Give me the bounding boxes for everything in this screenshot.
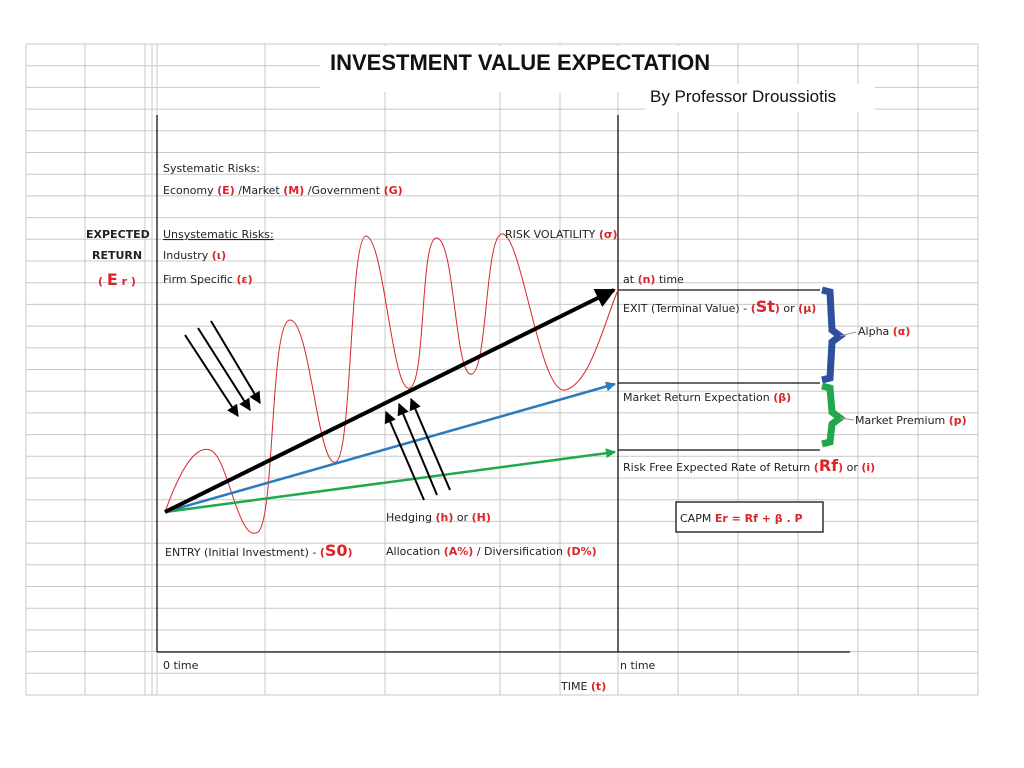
- n-time: n time: [620, 659, 656, 672]
- label-part: RETURN: [92, 249, 142, 262]
- hedging: Hedging (h) or (H): [386, 511, 491, 524]
- label-part: (h): [436, 511, 454, 524]
- at-n: at (n) time: [623, 273, 684, 286]
- label-part: /Market: [235, 184, 284, 197]
- time: TIME (t): [560, 680, 606, 693]
- hedging-arrows: [384, 397, 451, 501]
- label-part: RISK VOLATILITY: [505, 228, 599, 241]
- label-part: E: [107, 270, 118, 289]
- label-part: (H): [472, 511, 491, 524]
- label-part: / Diversification: [473, 545, 566, 558]
- label-part: (α): [893, 325, 911, 338]
- er: ( E r ): [98, 270, 136, 289]
- label-part: 0 time: [163, 659, 199, 672]
- label-part: (D%): [566, 545, 596, 558]
- label-part: or: [780, 302, 798, 315]
- industry: Industry (ι): [163, 249, 226, 262]
- label-part: CAPM: [680, 512, 715, 525]
- return: RETURN: [92, 249, 142, 262]
- label-part: (ι): [212, 249, 226, 262]
- unsystematic-title: Unsystematic Risks:: [163, 228, 274, 241]
- alpha-bracket: [821, 286, 846, 384]
- label-part: Economy: [163, 184, 217, 197]
- label-part: at: [623, 273, 638, 286]
- label-part: (: [320, 546, 325, 559]
- connector: [839, 331, 857, 337]
- allocation: Allocation (A%) / Diversification (D%): [386, 545, 597, 558]
- label-part: (G): [384, 184, 403, 197]
- label-part: (E): [217, 184, 235, 197]
- label-part: r ): [118, 275, 136, 288]
- label-part: (ε): [236, 273, 252, 286]
- label-part: (i): [861, 461, 875, 474]
- byline-cell: [645, 84, 875, 112]
- label-part: Systematic Risks:: [163, 162, 260, 175]
- title: INVESTMENT VALUE EXPECTATION: [330, 50, 710, 75]
- volatility: RISK VOLATILITY (σ): [505, 228, 618, 241]
- exit: EXIT (Terminal Value) - (St) or (μ): [623, 297, 816, 316]
- label-part: EXPECTED: [86, 228, 150, 241]
- label-part: Market Premium: [855, 414, 949, 427]
- title-cell: [320, 46, 690, 92]
- premium-bracket: [821, 382, 846, 448]
- label-part: S0: [325, 541, 348, 560]
- label-part: (μ): [798, 302, 816, 315]
- label-part: Allocation: [386, 545, 444, 558]
- label-part: TIME: [560, 680, 591, 693]
- label-part: ): [838, 461, 843, 474]
- label-part: (: [98, 275, 107, 288]
- label-part: or: [843, 461, 861, 474]
- label-part: EXIT (Terminal Value) -: [623, 302, 751, 315]
- alpha: Alpha (α): [858, 325, 910, 338]
- label-part: or: [453, 511, 471, 524]
- market-return: Market Return Expectation (β): [623, 391, 791, 404]
- risk-free: Risk Free Expected Rate of Return (Rf) o…: [623, 456, 875, 475]
- label-part: Industry: [163, 249, 212, 262]
- label-part: /Government: [304, 184, 383, 197]
- label-part: (M): [283, 184, 304, 197]
- label-part: Risk Free Expected Rate of Return: [623, 461, 814, 474]
- axes: [156, 115, 850, 653]
- market-line: [164, 381, 616, 514]
- label-part: (n): [638, 273, 656, 286]
- market-premium: Market Premium (p): [855, 414, 967, 427]
- risk-free-line: [164, 448, 616, 514]
- label-part: Rf: [819, 456, 839, 475]
- label-part: n time: [620, 659, 656, 672]
- risk-arrows: [184, 320, 261, 418]
- entry: ENTRY (Initial Investment) - (S0): [165, 541, 353, 560]
- investment-line: [164, 288, 616, 514]
- systematic-title: Systematic Risks:: [163, 162, 260, 175]
- label-part: St: [756, 297, 776, 316]
- label-part: Market Return Expectation: [623, 391, 773, 404]
- label-part: (σ): [599, 228, 618, 241]
- connector: [839, 417, 855, 421]
- label-part: (p): [949, 414, 967, 427]
- spreadsheet-grid: [25, 43, 979, 696]
- volatility-wave: [164, 233, 619, 534]
- label-part: Firm Specific: [163, 273, 236, 286]
- expected: EXPECTED: [86, 228, 150, 241]
- label-part: Alpha: [858, 325, 893, 338]
- label-part: (A%): [444, 545, 474, 558]
- byline: By Professor Droussiotis: [650, 87, 836, 106]
- label-part: (t): [591, 680, 606, 693]
- systematic: Economy (E) /Market (M) /Government (G): [163, 184, 403, 197]
- label-part: Hedging: [386, 511, 436, 524]
- capm-box: [675, 501, 824, 533]
- label-part: (: [814, 461, 819, 474]
- label-part: Er = Rf + β . P: [715, 512, 803, 525]
- firm: Firm Specific (ε): [163, 273, 253, 286]
- label-part: ): [775, 302, 780, 315]
- label-part: ): [348, 546, 353, 559]
- label-part: (β): [773, 391, 791, 404]
- zero-time: 0 time: [163, 659, 199, 672]
- label-part: Unsystematic Risks:: [163, 228, 274, 241]
- capm: CAPM Er = Rf + β . P: [680, 512, 803, 525]
- label-part: ENTRY (Initial Investment) -: [165, 546, 320, 559]
- label-part: time: [655, 273, 684, 286]
- label-part: (: [751, 302, 756, 315]
